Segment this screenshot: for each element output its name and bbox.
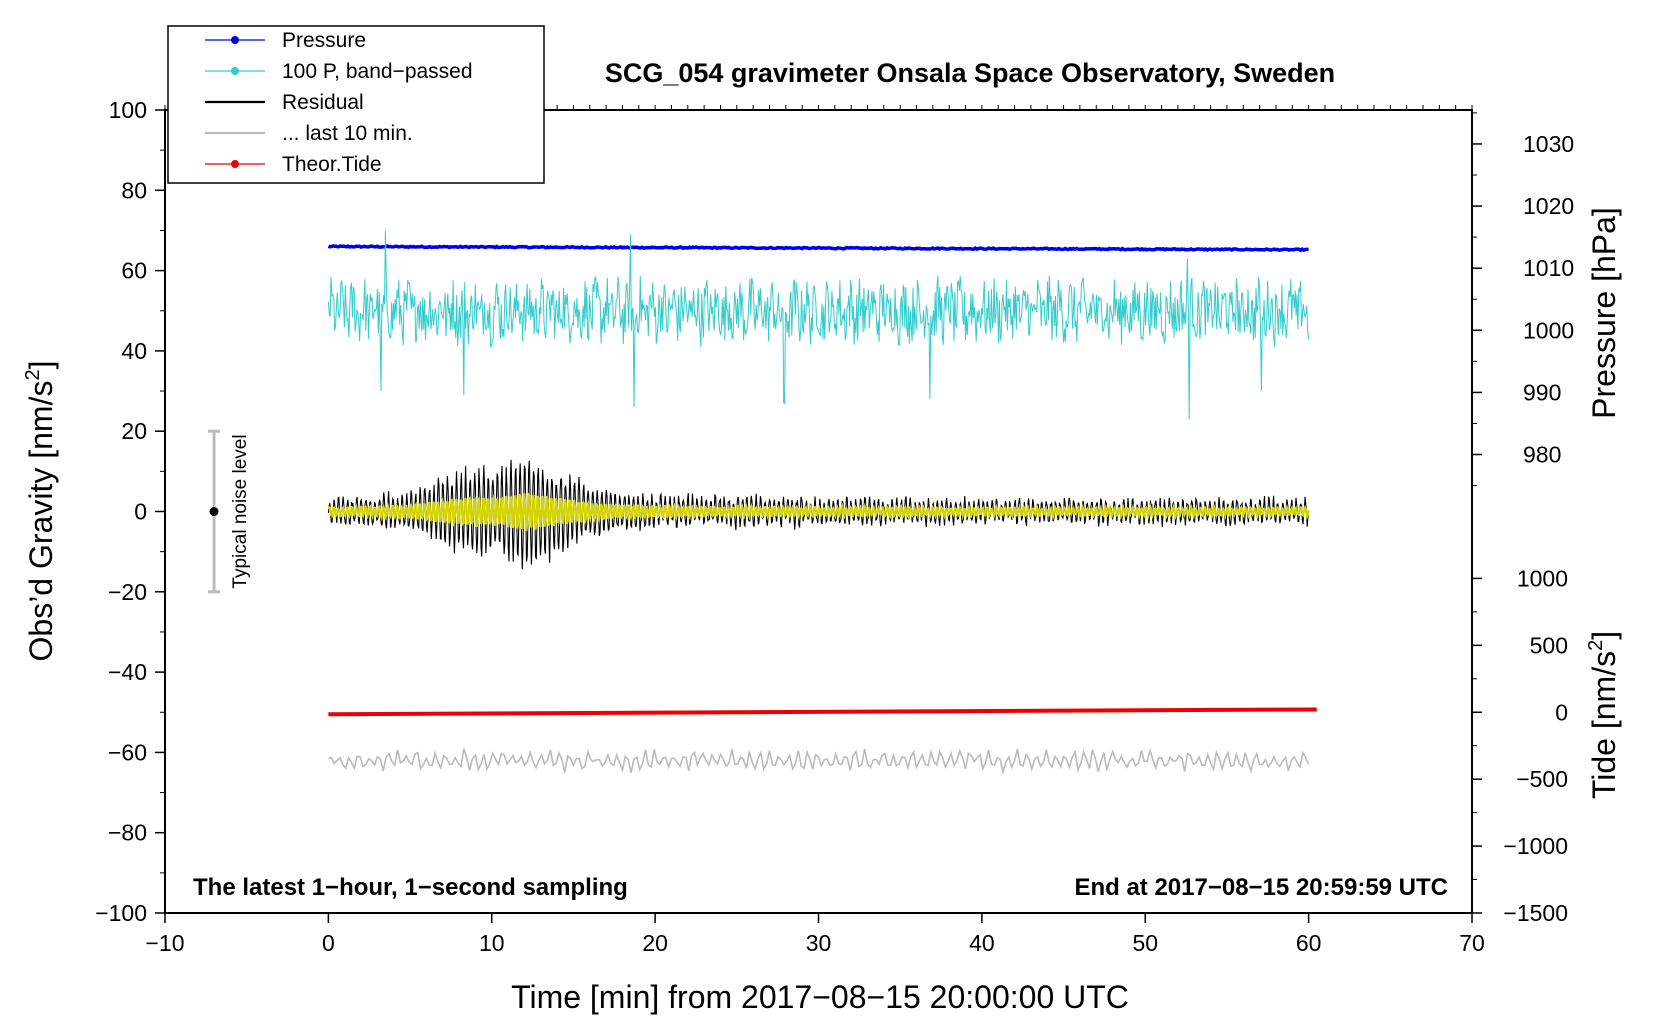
plot-series-group: [327, 230, 1317, 776]
x-axis-tick-label: 0: [322, 930, 335, 956]
x-axis-tick-label: 40: [969, 930, 995, 956]
x-axis-tick-label: 50: [1132, 930, 1158, 956]
series-residual-smoothed-line: [327, 492, 1310, 531]
noise-level-label: Typical noise level: [230, 434, 251, 588]
legend-label: 100 P, band−passed: [282, 60, 473, 83]
y-axis-tide-title-end: ]: [1586, 631, 1622, 640]
series-last-10-min-line: [328, 747, 1310, 776]
x-axis-tick-label: 20: [642, 930, 668, 956]
y-tide-tick-label: 500: [1530, 632, 1568, 658]
y-left-tick-label: −40: [108, 659, 147, 685]
y-left-tick-label: 80: [121, 177, 147, 203]
y-tide-tick-label: −1000: [1503, 833, 1568, 859]
y-pressure-tick-label: 990: [1523, 379, 1561, 405]
y-pressure-tick-label: 1020: [1523, 193, 1574, 219]
y-left-tick-label: −80: [108, 820, 147, 846]
x-axis-tick-label: −10: [145, 930, 184, 956]
legend-label: Pressure: [282, 29, 366, 52]
y-left-tick-label: 60: [121, 258, 147, 284]
x-axis-tick-label: 30: [806, 930, 832, 956]
noise-level-dot: [209, 507, 219, 516]
y-axis-left-title: Obs’d Gravity [nm/s2]: [22, 361, 59, 662]
legend-swatch-marker: [231, 67, 239, 75]
y-left-tick-label: 40: [121, 338, 147, 364]
x-axis-tick-label: 10: [479, 930, 505, 956]
y-tide-tick-label: −500: [1516, 766, 1568, 792]
y-axis-left-title-end: ]: [23, 361, 59, 370]
y-pressure-tick-label: 980: [1523, 442, 1561, 468]
y-left-tick-label: 0: [134, 499, 147, 525]
y-pressure-tick-label: 1010: [1523, 255, 1574, 281]
y-tide-tick-label: 0: [1555, 699, 1568, 725]
legend-box: [167, 25, 545, 184]
noise-level-indicator: Typical noise level: [208, 429, 251, 594]
legend-label: Theor.Tide: [282, 153, 382, 176]
legend-label: ... last 10 min.: [282, 122, 413, 145]
y-pressure-tick-label: 1000: [1523, 317, 1574, 343]
axis-ticks-group: −10 0 10 20 30 40 50 60 70100806040200−20−40−60−…: [95, 97, 1574, 956]
y-pressure-tick-label: 1030: [1523, 131, 1574, 157]
chart-title: SCG_054 gravimeter Onsala Space Observat…: [605, 58, 1335, 88]
y-left-tick-label: −20: [108, 579, 147, 605]
y-left-tick-label: −100: [95, 900, 147, 926]
annotation-sampling: The latest 1−hour, 1−second sampling: [193, 874, 628, 901]
legend-swatch-marker: [231, 160, 239, 168]
y-axis-left-title-sup: 2: [22, 369, 44, 380]
legend-label: Residual: [282, 91, 364, 114]
legend: Pressure 100 P, band−passed Residual ... la…: [167, 25, 545, 184]
y-left-tick-label: 20: [121, 418, 147, 444]
y-axis-left-title-main: Obs’d Gravity [nm/s: [23, 381, 59, 662]
series-pressure-line: [327, 244, 1309, 253]
y-axis-tide-title-sup: 2: [1585, 640, 1607, 651]
y-tide-tick-label: −1500: [1503, 900, 1568, 926]
y-axis-tide-title-main: Tide [nm/s: [1586, 651, 1622, 799]
y-left-tick-label: 100: [109, 97, 147, 123]
legend-swatch-marker: [231, 36, 239, 44]
y-tide-tick-label: 1000: [1517, 565, 1568, 591]
x-axis-tick-label: 60: [1296, 930, 1322, 956]
y-left-tick-label: −60: [108, 739, 147, 765]
y-axis-tide-title: Tide [nm/s2]: [1585, 631, 1622, 799]
series-theoretical-tide-line: [328, 707, 1317, 717]
y-axis-pressure-title: Pressure [hPa]: [1586, 207, 1622, 419]
annotation-end-time: End at 2017−08−15 20:59:59 UTC: [1074, 874, 1448, 901]
legend-entries: Pressure 100 P, band−passed Residual ... la…: [205, 29, 473, 176]
x-axis-title: Time [min] from 2017−08−15 20:00:00 UTC: [511, 979, 1129, 1015]
x-axis-tick-label: 70: [1459, 930, 1485, 956]
series-band-passed-pressure-line: [327, 230, 1310, 420]
